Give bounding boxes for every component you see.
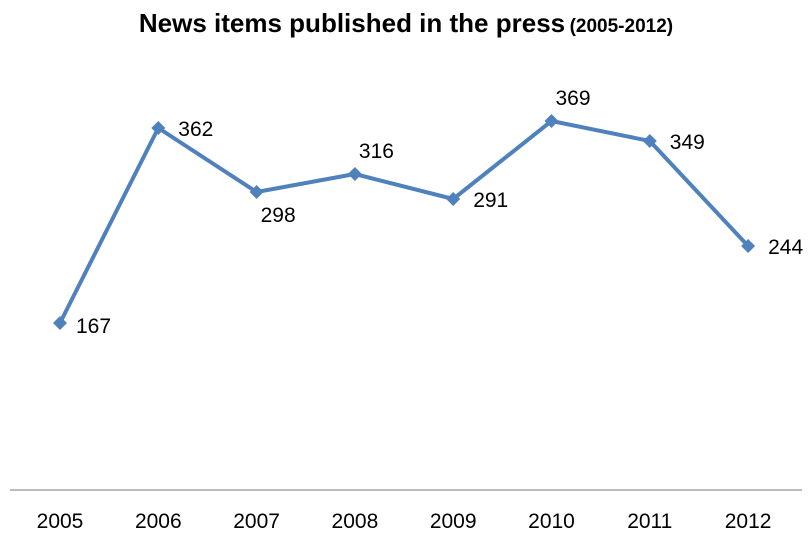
- x-tick-label-2007: 2007: [233, 510, 280, 533]
- chart-title-main: News items published in the press: [138, 8, 566, 38]
- data-point-markers: [53, 114, 756, 330]
- x-tick-label-2011: 2011: [627, 510, 672, 533]
- data-label-2011: 349: [670, 131, 705, 154]
- data-point-marker-2007: [249, 185, 264, 199]
- data-label-2008: 316: [359, 140, 394, 163]
- data-point-marker-2006: [151, 121, 166, 135]
- data-labels: 167 362 298 316 291 369 349 244: [76, 87, 803, 338]
- series-line: [58, 119, 750, 324]
- data-point-marker-2010: [544, 114, 559, 128]
- x-tick-labels: 2005 2006 2007 2008 2009 2010 2011 2012: [37, 510, 772, 533]
- data-label-2007: 298: [261, 204, 296, 227]
- data-point-marker-2011: [642, 134, 657, 148]
- x-tick-label-2012: 2012: [725, 510, 772, 533]
- data-label-2006: 362: [178, 118, 213, 141]
- data-point-marker-2005: [53, 316, 67, 330]
- data-point-marker-2009: [446, 192, 461, 206]
- data-label-2012: 244: [768, 236, 803, 259]
- x-tick-label-2009: 2009: [430, 510, 477, 533]
- x-tick-label-2008: 2008: [332, 510, 379, 533]
- x-tick-label-2005: 2005: [37, 510, 84, 533]
- data-point-marker-2008: [347, 167, 362, 181]
- chart-title: News items published in the press (2005-…: [0, 8, 812, 39]
- data-label-2010: 369: [556, 87, 591, 110]
- x-tick-label-2006: 2006: [135, 510, 182, 533]
- data-point-marker-2012: [741, 239, 756, 253]
- x-tick-label-2010: 2010: [528, 510, 575, 533]
- data-label-2005: 167: [76, 315, 111, 338]
- data-label-2009: 291: [473, 189, 508, 212]
- chart-title-years: (2005-2012): [569, 16, 674, 37]
